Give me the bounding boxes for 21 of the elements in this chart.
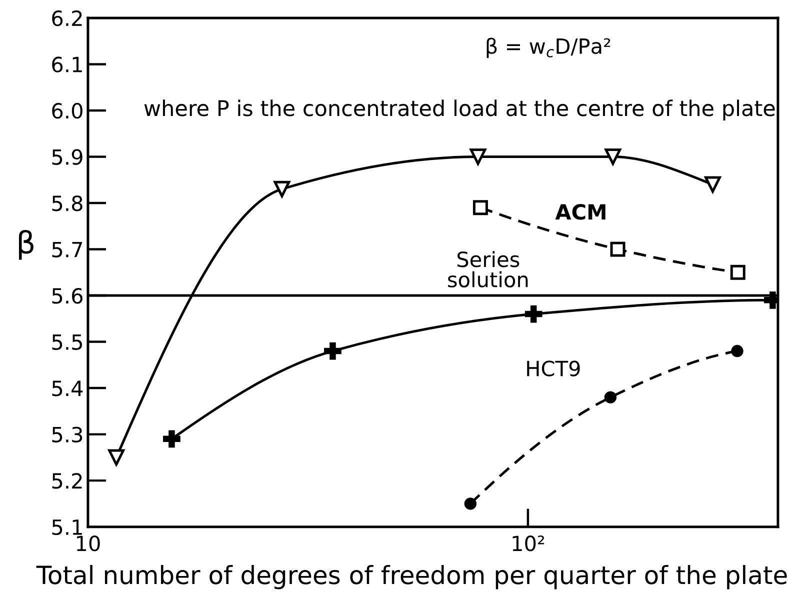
x-axis-title: Total number of degrees of freedom per quarter of the plate	[36, 565, 787, 590]
y-tick-label: 5.8	[52, 195, 82, 212]
series-label: ACM	[555, 204, 606, 220]
y-tick-label: 6.1	[52, 56, 82, 72]
y-tick-label: 5.1	[52, 520, 82, 536]
y-tick-label: 5.7	[52, 242, 82, 258]
y-axis-title: β	[18, 230, 34, 260]
y-tick-label: 5.5	[52, 334, 82, 350]
ref-line-label: Series solution	[448, 251, 528, 288]
y-tick-label: 5.9	[52, 149, 82, 165]
y-tick-label: 6.2	[52, 10, 82, 26]
x-tick-label: 10	[76, 536, 100, 552]
annotation: β = w$_{c}$D/Pa²	[486, 38, 610, 58]
annotation: where P is the concentrated load at the centre of the plate	[144, 100, 775, 120]
series-label: HCT9	[527, 360, 580, 376]
y-tick-label: 5.3	[52, 426, 82, 443]
y-tick-label: 5.4	[52, 380, 83, 396]
x-tick-label: 10²	[512, 536, 544, 552]
y-tick-label: 5.6	[52, 288, 82, 304]
y-tick-label: 6.0	[52, 102, 82, 119]
y-tick-label: 5.2	[52, 473, 82, 489]
